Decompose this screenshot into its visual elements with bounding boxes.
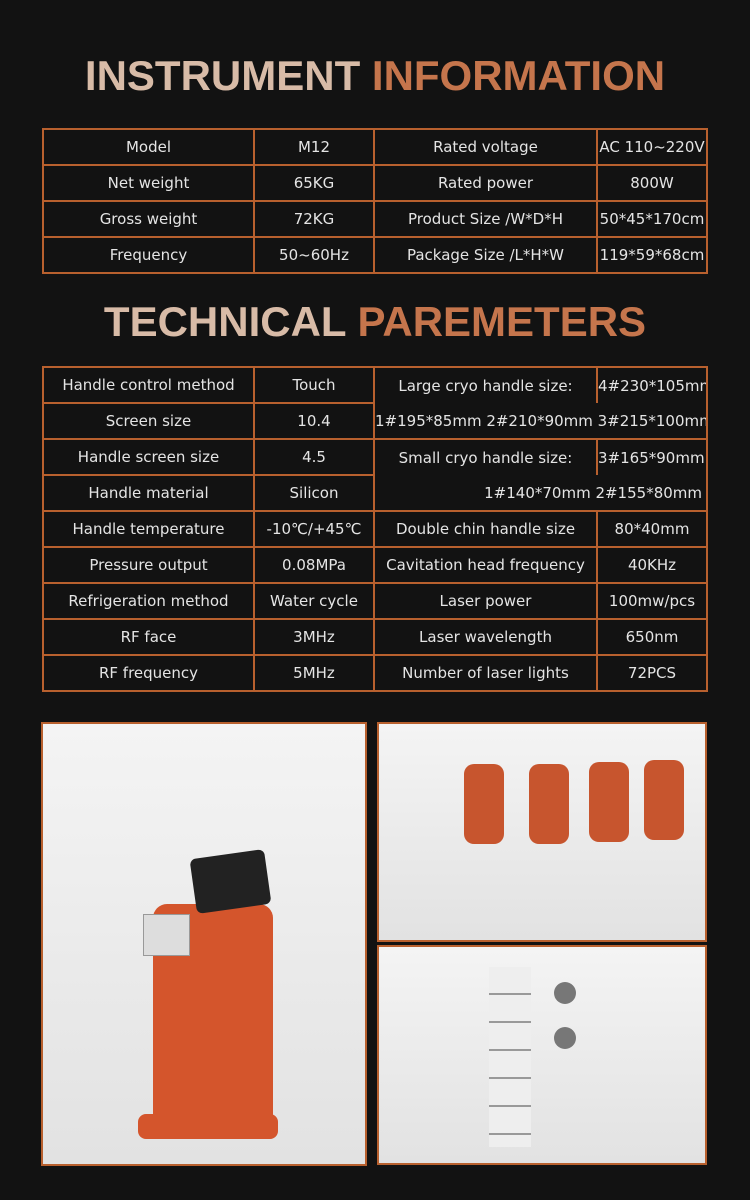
title-part: PAREMETERS [357, 298, 647, 345]
handle [644, 760, 684, 840]
title-part: TECHNICAL [103, 298, 346, 345]
machine-base [138, 1114, 278, 1139]
table-cell: Handle temperature [42, 510, 255, 548]
table-cell: 72PCS [596, 654, 708, 692]
table-cell: Number of laser lights [373, 654, 598, 692]
table-cell: Pressure output [42, 546, 255, 584]
table-cell: Handle screen size [42, 438, 255, 476]
table-row: Model M12 Rated voltage AC 110~220V [42, 128, 708, 166]
table-cell: Silicon [253, 474, 375, 512]
table-cell: Laser wavelength [373, 618, 598, 656]
table-cell: 50*45*170cm [596, 200, 708, 238]
title-part: INFORMATION [371, 52, 666, 99]
laser-pads [143, 914, 190, 956]
table-cell: -10℃/+45℃ [253, 510, 375, 548]
instrument-title: INSTRUMENT INFORMATION [0, 52, 750, 100]
table-row: Handle control method Touch Large cryo han… [42, 366, 708, 404]
table-cell: Gross weight [42, 200, 255, 238]
table-row: Handle screen size 4.5 Small cryo handle s… [42, 438, 708, 476]
table-row: Gross weight 72KG Product Size /W*D*H 50*45… [42, 200, 708, 238]
technical-title: TECHNICAL PAREMETERS [0, 298, 750, 346]
accessories-photo [377, 945, 707, 1165]
cryo-handles-photo [377, 722, 707, 942]
table-row: Refrigeration method Water cycle Laser pow… [42, 582, 708, 620]
table-cell: 4#230*105mm [597, 366, 708, 403]
table-row: RF face 3MHz Laser wavelength 650nm [42, 618, 708, 656]
machine-screen [189, 849, 272, 914]
table-row: RF frequency 5MHz Number of laser lights 72… [42, 654, 708, 692]
table-cell: 800W [596, 164, 708, 202]
table-cell: Cavitation head frequency [373, 546, 598, 584]
table-cell: 1#140*70mm 2#155*80mm [373, 475, 708, 512]
table-row: Pressure output 0.08MPa Cavitation head fr… [42, 546, 708, 584]
table-cell: Handle control method [42, 366, 255, 404]
table-cell: 3MHz [253, 618, 375, 656]
table-cell: Model [42, 128, 255, 166]
machine-photo [41, 722, 367, 1166]
table-cell: 0.08MPa [253, 546, 375, 584]
table-cell: 1#195*85mm 2#210*90mm 3#215*100mm [373, 403, 708, 440]
table-cell: Frequency [42, 236, 255, 274]
table-cell: 4.5 [253, 438, 375, 476]
table-row: Screen size 10.4 1#195*85mm 2#210*90mm 3#2… [42, 402, 708, 440]
table-cell: 72KG [253, 200, 375, 238]
table-cell: RF frequency [42, 654, 255, 692]
handle [589, 762, 629, 842]
table-cell: Touch [253, 366, 375, 404]
table-cell: Rated voltage [373, 128, 598, 166]
table-cell: Handle material [42, 474, 255, 512]
table-cell: RF face [42, 618, 255, 656]
table-cell: 650nm [596, 618, 708, 656]
cavitation-head [554, 982, 576, 1004]
title-part: INSTRUMENT [84, 52, 361, 99]
table-cell: Laser power [373, 582, 598, 620]
table-cell: 10.4 [253, 402, 375, 440]
table-row: Net weight 65KG Rated power 800W [42, 164, 708, 202]
table-cell: Net weight [42, 164, 255, 202]
handle [464, 764, 504, 844]
table-row: Frequency 50~60Hz Package Size /L*H*W 119*5… [42, 236, 708, 274]
rf-head [554, 1027, 576, 1049]
table-cell: AC 110~220V [596, 128, 708, 166]
table-cell: Package Size /L*H*W [373, 236, 598, 274]
table-row: Handle temperature -10℃/+45℃ Double chin h… [42, 510, 708, 548]
table-cell: M12 [253, 128, 375, 166]
table-cell: Water cycle [253, 582, 375, 620]
table-cell: 100mw/pcs [596, 582, 708, 620]
table-cell: 50~60Hz [253, 236, 375, 274]
handle [529, 764, 569, 844]
table-cell: Double chin handle size [373, 510, 598, 548]
table-cell: 80*40mm [596, 510, 708, 548]
technical-table: Handle control method Touch Large cryo han… [42, 366, 708, 692]
table-cell: 5MHz [253, 654, 375, 692]
table-cell: Refrigeration method [42, 582, 255, 620]
table-cell: 3#165*90mm [597, 438, 708, 475]
table-cell: Small cryo handle size: [373, 438, 598, 475]
table-cell: 40KHz [596, 546, 708, 584]
instrument-table: Model M12 Rated voltage AC 110~220V Net weig… [42, 128, 708, 274]
table-row: Handle material Silicon 1#140*70mm 2#155*8… [42, 474, 708, 512]
table-cell: Product Size /W*D*H [373, 200, 598, 238]
table-cell: Screen size [42, 402, 255, 440]
table-cell: 119*59*68cm [596, 236, 708, 274]
table-cell: 65KG [253, 164, 375, 202]
table-cell: Large cryo handle size: [373, 366, 598, 403]
table-cell: Rated power [373, 164, 598, 202]
laser-pads [489, 967, 531, 1147]
